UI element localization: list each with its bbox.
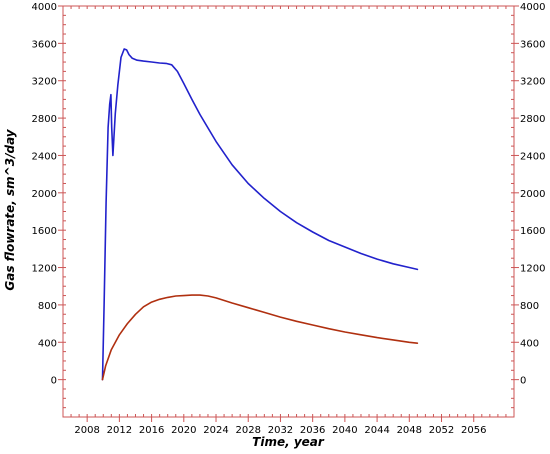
y-tick-label-left: 2400 (32, 151, 57, 162)
y-tick-label-right: 3600 (520, 39, 545, 50)
y-tick-label-left: 0 (51, 376, 57, 387)
y-axis-title: Gas flowrate, sm^3/day (3, 128, 17, 290)
x-tick-label: 2052 (429, 425, 454, 436)
y-tick-label-left: 400 (38, 338, 57, 349)
y-tick-label-left: 2800 (32, 114, 57, 125)
y-tick-label-right: 0 (520, 376, 526, 387)
y-tick-label-left: 1600 (32, 226, 57, 237)
tick-labels: 2008 2012 2016 2020 2024 2028 2032 2036 2040 2044… (32, 2, 546, 436)
x-tick-label: 2048 (397, 425, 422, 436)
series-line-2 (101, 294, 419, 381)
series-layer (101, 48, 419, 381)
y-tick-label-left: 800 (38, 301, 57, 312)
series-line-1 (101, 48, 419, 381)
plot-frame (62, 5, 515, 418)
x-tick-label: 2040 (332, 425, 357, 436)
y-tick-label-right: 4000 (520, 2, 545, 13)
x-tick-label: 2056 (461, 425, 486, 436)
y-tick-label-right: 800 (520, 301, 539, 312)
y-tick-label-left: 3200 (32, 77, 57, 88)
y-tick-label-right: 3200 (520, 77, 545, 88)
y-tick-label-right: 400 (520, 338, 539, 349)
y-tick-label-right: 2400 (520, 151, 545, 162)
y-tick-label-left: 2000 (32, 189, 57, 200)
x-tick-label: 2020 (171, 425, 196, 436)
y-tick-label-right: 1600 (520, 226, 545, 237)
x-tick-label: 2028 (236, 425, 261, 436)
x-tick-label: 2044 (364, 425, 389, 436)
x-tick-label: 2008 (74, 425, 99, 436)
y-tick-label-left: 4000 (32, 2, 57, 13)
y-tick-label-left: 3600 (32, 39, 57, 50)
x-tick-label: 2024 (203, 425, 228, 436)
y-tick-label-right: 2800 (520, 114, 545, 125)
y-tick-label-left: 1200 (32, 264, 57, 275)
x-tick-label: 2036 (300, 425, 325, 436)
axis-ticks (58, 5, 519, 422)
y-tick-label-right: 2000 (520, 189, 545, 200)
x-tick-label: 2032 (268, 425, 293, 436)
x-tick-label: 2012 (107, 425, 132, 436)
y-tick-label-right: 1200 (520, 264, 545, 275)
x-axis-title: Time, year (252, 435, 325, 449)
x-tick-label: 2016 (139, 425, 164, 436)
